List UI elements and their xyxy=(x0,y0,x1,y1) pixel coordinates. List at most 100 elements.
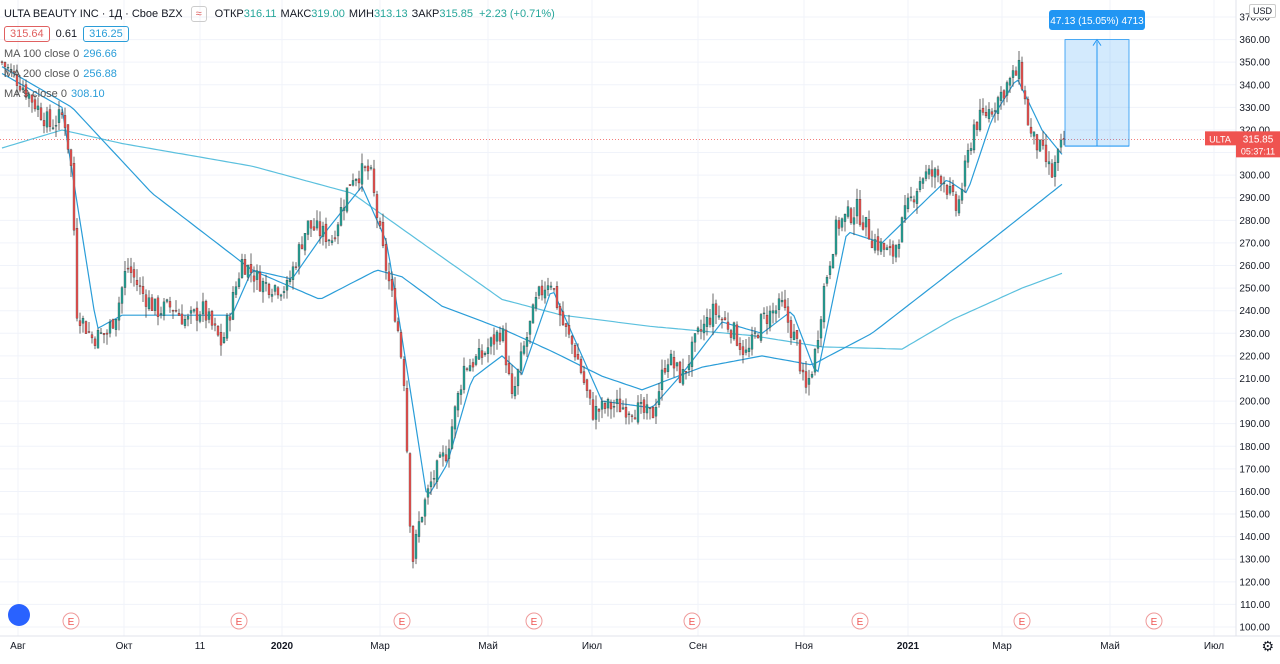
candle-body xyxy=(1011,70,1015,78)
candle-body xyxy=(180,313,184,325)
candle-body xyxy=(972,124,976,151)
candle-body xyxy=(420,517,424,522)
earnings-marker[interactable]: E xyxy=(1145,612,1163,630)
indicator-row-ma200[interactable]: MA 200 close 0 256.88 xyxy=(4,64,555,84)
candle-body xyxy=(486,347,490,354)
candle-body xyxy=(297,244,301,267)
candle-body xyxy=(531,304,535,324)
candle-body xyxy=(411,525,415,562)
candle-body xyxy=(906,197,910,210)
candle-body xyxy=(21,87,25,91)
candle-body xyxy=(1038,139,1042,152)
candle-body xyxy=(39,107,43,120)
indicator-value: 256.88 xyxy=(83,68,117,80)
candle-body xyxy=(618,398,622,413)
buy-button[interactable]: 316.25 xyxy=(83,26,129,42)
earnings-marker[interactable]: E xyxy=(525,612,543,630)
candle-body xyxy=(747,347,751,352)
candle-body xyxy=(294,266,298,268)
candle-body xyxy=(981,107,985,113)
candle-body xyxy=(810,374,814,378)
candle-body xyxy=(660,369,664,390)
candle-body xyxy=(390,279,394,291)
candle-body xyxy=(366,165,370,172)
candle-body xyxy=(798,340,802,372)
candle-body xyxy=(477,348,481,360)
candle-body xyxy=(897,244,901,249)
candle-body xyxy=(792,331,796,341)
candle-body xyxy=(1026,98,1030,126)
candle-body xyxy=(900,217,904,243)
indicator-toggle-button[interactable]: ≈ xyxy=(190,6,207,22)
candle-body xyxy=(723,317,727,320)
gear-icon[interactable]: ⚙ xyxy=(1261,638,1274,654)
candle-body xyxy=(663,368,667,373)
earnings-marker[interactable]: E xyxy=(62,612,80,630)
candle-body xyxy=(1002,90,1006,99)
candle-body xyxy=(651,406,655,419)
trade-row: 315.64 0.61 316.25 xyxy=(4,24,555,44)
candle-body xyxy=(459,389,463,395)
candle-body xyxy=(222,337,226,343)
candle-body xyxy=(471,362,475,368)
candle-body xyxy=(564,323,568,327)
time-axis-tick-label: 2021 xyxy=(897,641,920,652)
candle-body xyxy=(243,259,247,275)
candle-body xyxy=(177,313,181,316)
candle-body xyxy=(750,334,754,350)
candle-body xyxy=(1029,126,1033,134)
symbol-title[interactable]: ULTA BEAUTY INC · 1Д · Cboe BZX xyxy=(4,8,183,20)
candle-body xyxy=(1032,131,1036,137)
earnings-marker[interactable]: E xyxy=(230,612,248,630)
candle-body xyxy=(426,488,430,498)
earnings-marker[interactable]: E xyxy=(393,612,411,630)
sell-button[interactable]: 315.64 xyxy=(4,26,50,42)
candle-body xyxy=(288,279,292,283)
earnings-marker[interactable]: E xyxy=(851,612,869,630)
candle-body xyxy=(99,332,103,334)
candle-body xyxy=(1053,161,1057,177)
candle-body xyxy=(1014,70,1018,76)
candle-body xyxy=(804,371,808,388)
candle-body xyxy=(570,335,574,345)
candle-body xyxy=(615,398,619,404)
ohlc-high-label: МАКС xyxy=(280,8,312,20)
candle-body xyxy=(54,125,58,127)
candle-body xyxy=(306,220,310,235)
candle-body xyxy=(234,286,238,295)
earnings-marker[interactable]: E xyxy=(683,612,701,630)
candle-body xyxy=(885,247,889,251)
candle-body xyxy=(165,299,169,302)
candle-body xyxy=(363,166,367,168)
candle-body xyxy=(501,328,505,341)
candle-body xyxy=(123,271,127,288)
indicator-row-ma100[interactable]: MA 100 close 0 296.66 xyxy=(4,44,555,64)
candle-body xyxy=(372,168,376,193)
candle-body xyxy=(522,345,526,354)
candle-body xyxy=(975,122,979,130)
candle-body xyxy=(813,349,817,373)
candle-body xyxy=(216,325,220,336)
candle-body xyxy=(42,120,46,127)
tradingview-logo-icon[interactable] xyxy=(8,604,30,626)
candle-body xyxy=(822,286,826,323)
indicator-row-ma9[interactable]: MA 9 close 0 308.10 xyxy=(4,84,555,104)
candle-body xyxy=(903,205,907,219)
candle-body xyxy=(978,109,982,131)
candle-body xyxy=(474,356,478,365)
price-axis-tick-label: 180.00 xyxy=(1239,442,1270,453)
last-price-symbol-box xyxy=(1205,131,1236,146)
price-axis-tick-label: 190.00 xyxy=(1239,419,1270,430)
candle-body xyxy=(681,369,685,385)
time-axis-tick-label: Июл xyxy=(1204,641,1224,652)
ohlc-high-value: 319.00 xyxy=(311,8,345,20)
candle-body xyxy=(423,499,427,517)
earnings-marker[interactable]: E xyxy=(1013,612,1031,630)
candle-body xyxy=(609,402,613,410)
earnings-marker-label: E xyxy=(689,617,696,628)
last-price-value: 315.85 xyxy=(1243,134,1274,145)
currency-button[interactable]: USD xyxy=(1248,4,1276,18)
